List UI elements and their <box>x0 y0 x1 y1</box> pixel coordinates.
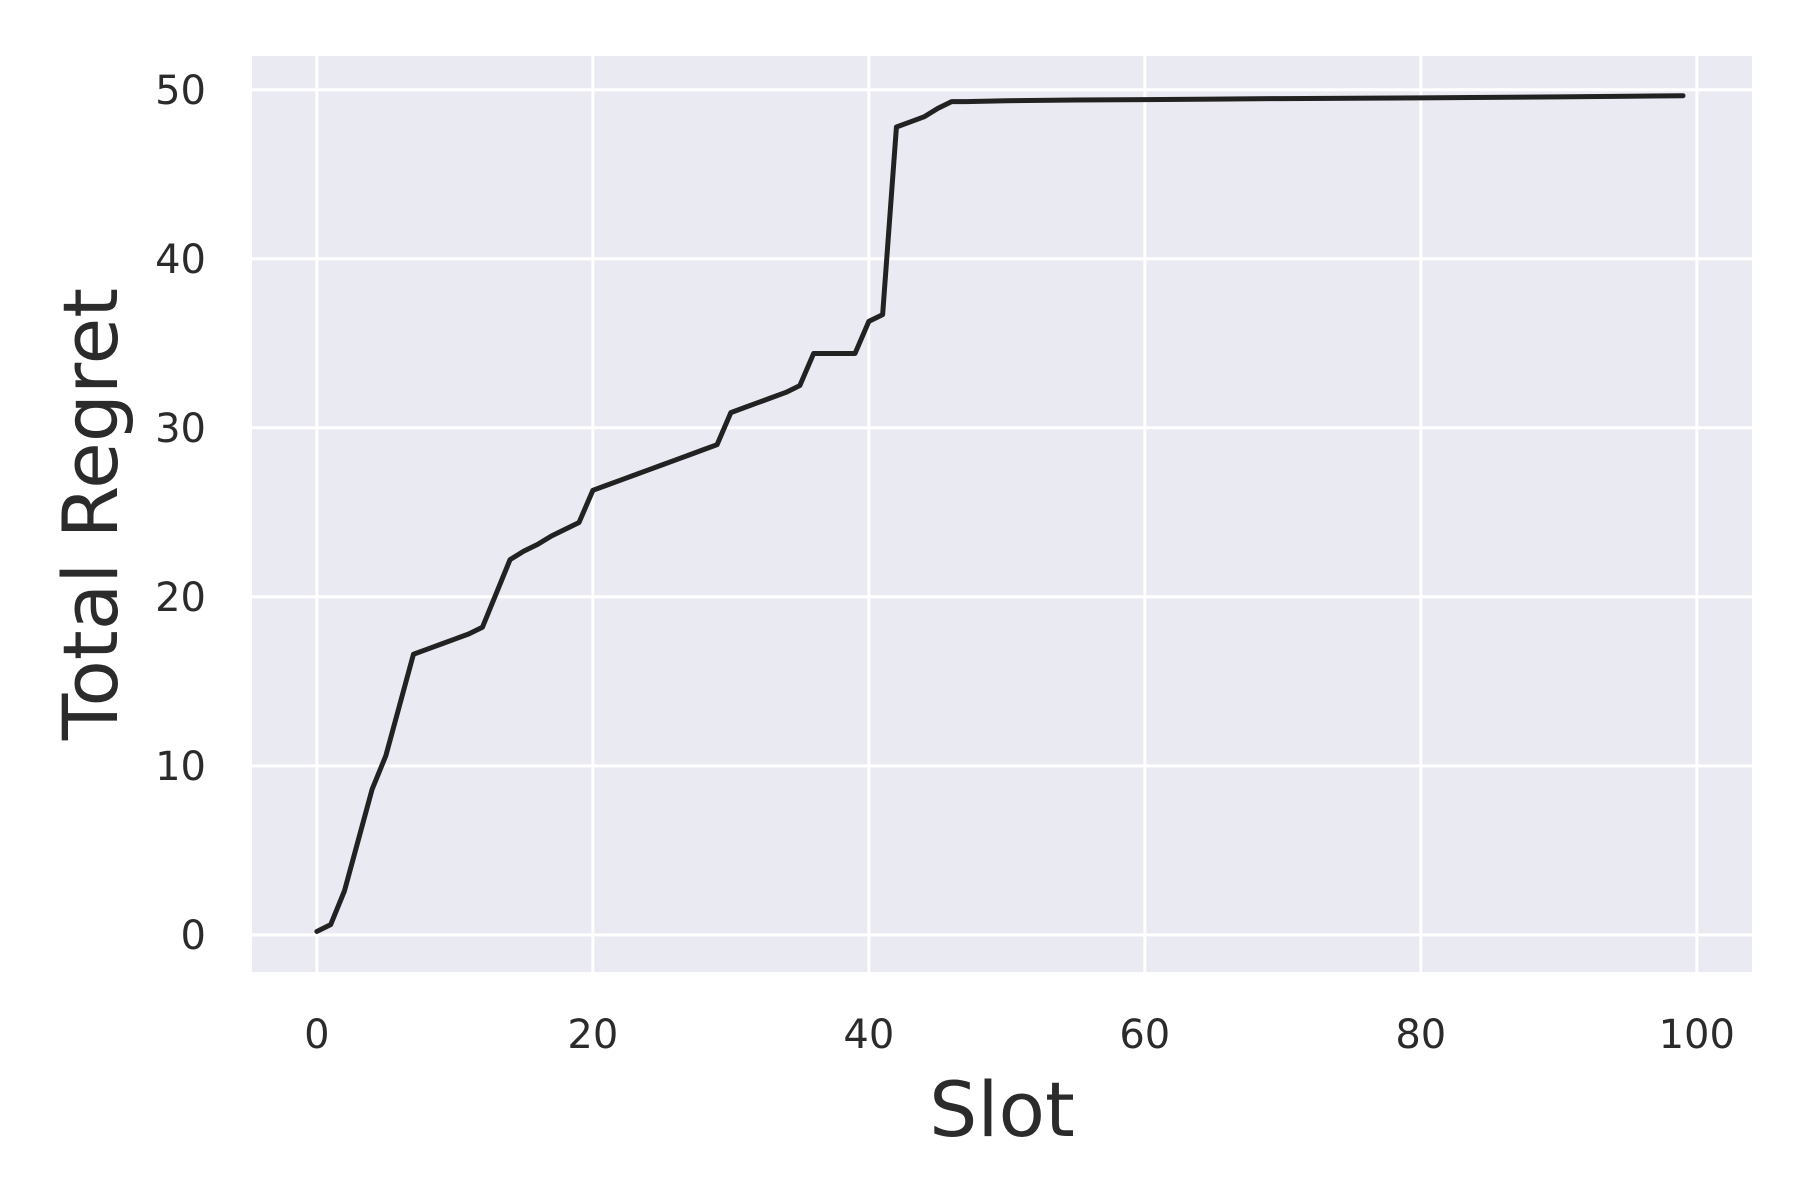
x-tick-label: 20 <box>567 1012 618 1058</box>
tick-labels: 0 20 40 60 80 100 0 10 20 30 40 50 <box>155 68 1735 1058</box>
x-tick-label: 60 <box>1119 1012 1170 1058</box>
y-tick-label: 30 <box>155 406 206 452</box>
plot-area <box>252 56 1752 972</box>
x-tick-label: 100 <box>1659 1012 1735 1058</box>
y-tick-label: 0 <box>181 913 206 959</box>
y-tick-label: 10 <box>155 744 206 790</box>
series-line <box>314 93 1686 934</box>
y-tick-label: 40 <box>155 237 206 283</box>
data-series <box>314 93 1686 934</box>
y-tick-label: 20 <box>155 575 206 621</box>
y-axis-title: Total Regret <box>46 288 135 741</box>
y-tick-label: 50 <box>155 68 206 114</box>
x-tick-label: 80 <box>1395 1012 1446 1058</box>
grid-lines <box>252 56 1752 972</box>
x-tick-label: 0 <box>304 1012 329 1058</box>
x-axis-title: Slot <box>929 1065 1075 1154</box>
x-tick-label: 40 <box>843 1012 894 1058</box>
